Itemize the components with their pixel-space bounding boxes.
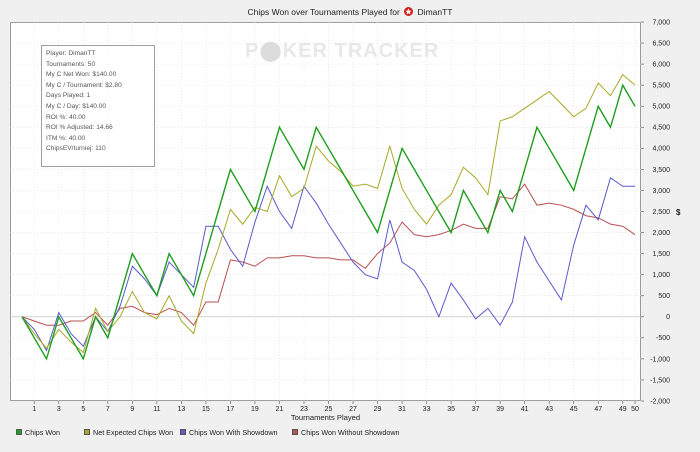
y-tick-label: -2,000 <box>650 398 670 405</box>
y-tick-label: 4,500 <box>652 125 670 132</box>
x-tick-label: 31 <box>398 406 406 413</box>
series-line-chips-won-with-showdown <box>21 177 635 352</box>
legend-label: Chips Won <box>25 427 61 437</box>
x-tick-label: 11 <box>153 406 160 413</box>
legend-item: Net Expected Chips Won <box>84 426 180 438</box>
y-tick-label: -500 <box>656 335 670 342</box>
x-tick-label: 25 <box>325 406 333 413</box>
y-tick-label: -1,000 <box>650 356 670 363</box>
y-tick-label: 5,500 <box>652 83 670 90</box>
x-tick-label: 1 <box>32 406 36 413</box>
x-tick-label: 21 <box>276 406 284 413</box>
x-tick-label: 47 <box>594 406 602 413</box>
stat-line: My C / Day: $140.00 <box>46 102 107 110</box>
y-tick-label: 3,500 <box>652 167 670 174</box>
y-tick-label: 2,000 <box>652 230 670 237</box>
y-tick-label: 500 <box>658 293 670 300</box>
legend-swatch <box>16 429 22 435</box>
y-tick-label: 6,000 <box>652 62 670 69</box>
y-tick-label: 4,000 <box>652 146 670 153</box>
y-axis-label: $ <box>676 208 681 217</box>
stat-line: Tournaments: 50 <box>46 60 96 68</box>
y-tick-label: 0 <box>666 314 670 321</box>
legend: Chips Won Net Expected Chips Won Chips Won… <box>16 426 412 438</box>
x-tick-label: 45 <box>570 406 578 413</box>
y-tick-label: 1,500 <box>652 251 670 258</box>
x-tick-label: 17 <box>227 406 235 413</box>
stat-line: Player: DimanTT <box>46 50 96 57</box>
stat-line: My C Net Won: $140.00 <box>46 71 117 79</box>
watermark: P⬤KER TRACKER <box>245 40 440 62</box>
x-tick-label: 23 <box>300 406 308 413</box>
stat-line: ROI % Adjusted: 14.66 <box>46 124 113 132</box>
y-tick-label: 1,000 <box>652 272 670 279</box>
x-tick-label: 50 <box>631 406 639 413</box>
x-tick-label: 7 <box>106 406 110 413</box>
stat-line: ROI %: 40.00 <box>46 113 86 121</box>
series-line-net-expected-chips-won <box>21 73 636 354</box>
legend-label: Chips Won Without Showdown <box>301 427 400 437</box>
chart-title: Chips Won over Tournaments Played for Di… <box>0 7 700 17</box>
x-tick-label: 13 <box>177 406 185 413</box>
stat-line: ITM %: 40.00 <box>46 134 86 142</box>
x-tick-label: 39 <box>496 406 504 413</box>
y-tick-label: 7,000 <box>652 19 670 26</box>
y-tick-label: 5,000 <box>652 104 670 111</box>
chart-title-text: Chips Won over Tournaments Played for <box>247 7 400 17</box>
x-tick-label: 5 <box>81 406 85 413</box>
x-tick-label: 9 <box>130 406 134 413</box>
legend-swatch <box>84 429 90 435</box>
stat-line: My C / Tournament: $2.80 <box>46 81 122 89</box>
stat-line: Days Played: 1 <box>46 92 91 100</box>
legend-item: Chips Won Without Showdown <box>292 426 412 438</box>
x-tick-label: 15 <box>202 406 210 413</box>
x-tick-label: 29 <box>374 406 382 413</box>
x-tick-label: 41 <box>521 406 529 413</box>
y-tick-label: -1,500 <box>650 377 670 384</box>
y-tick-label: 2,500 <box>652 209 670 216</box>
series-line-chips-won <box>21 83 636 361</box>
x-tick-label: 35 <box>447 406 455 413</box>
legend-swatch <box>292 429 298 435</box>
x-tick-label: 19 <box>251 406 259 413</box>
x-tick-label: 27 <box>349 406 357 413</box>
x-tick-label: 49 <box>619 406 627 413</box>
legend-item: Chips Won With Showdown <box>180 426 292 438</box>
y-tick-label: 3,000 <box>652 188 670 195</box>
x-axis-label: Tournaments Played <box>290 413 361 422</box>
stats-box: Player: DimanTT Tournaments: 50 My C Net W… <box>41 45 155 167</box>
legend-label: Net Expected Chips Won <box>93 427 174 437</box>
y-tick-label: 6,500 <box>652 40 670 47</box>
x-tick-label: 33 <box>423 406 431 413</box>
x-tick-label: 3 <box>57 406 61 413</box>
x-tick-label: 37 <box>472 406 480 413</box>
legend-item: Chips Won <box>16 426 84 438</box>
pokerstars-logo-icon <box>404 7 414 16</box>
x-tick-label: 43 <box>545 406 553 413</box>
player-name: DimanTT <box>417 7 453 17</box>
legend-swatch <box>180 429 186 435</box>
legend-label: Chips Won With Showdown <box>189 427 278 437</box>
stat-line: ChipsEV/turniej: 110 <box>46 145 106 153</box>
